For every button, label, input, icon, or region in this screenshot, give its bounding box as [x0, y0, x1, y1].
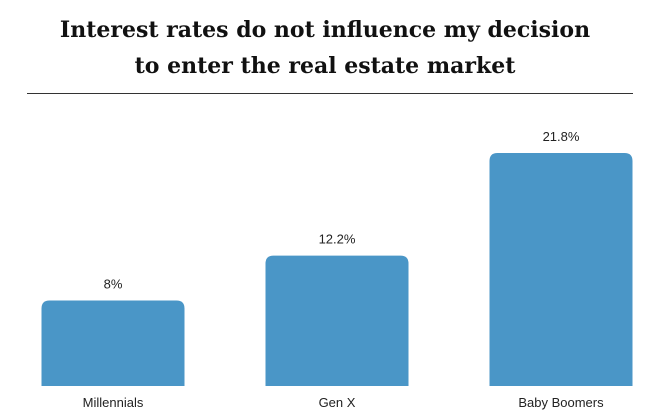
- title-divider: [27, 93, 633, 94]
- category-label-gen-x: Gen X: [319, 395, 356, 410]
- value-label-baby-boomers: 21.8%: [543, 129, 580, 144]
- bar-baby-boomers: [489, 153, 633, 386]
- chart-title-line-1: Interest rates do not influence my decis…: [59, 17, 591, 43]
- value-label-gen-x: 12.2%: [319, 232, 356, 247]
- bar-millennials: [41, 300, 185, 386]
- category-label-millennials: Millennials: [83, 395, 144, 410]
- chart-title: Interest rates do not influence my decis…: [0, 12, 650, 84]
- category-label-baby-boomers: Baby Boomers: [518, 395, 604, 410]
- value-label-millennials: 8%: [104, 276, 123, 291]
- bar-gen-x: [265, 255, 409, 386]
- chart-title-line-2: to enter the real estate market: [134, 53, 516, 79]
